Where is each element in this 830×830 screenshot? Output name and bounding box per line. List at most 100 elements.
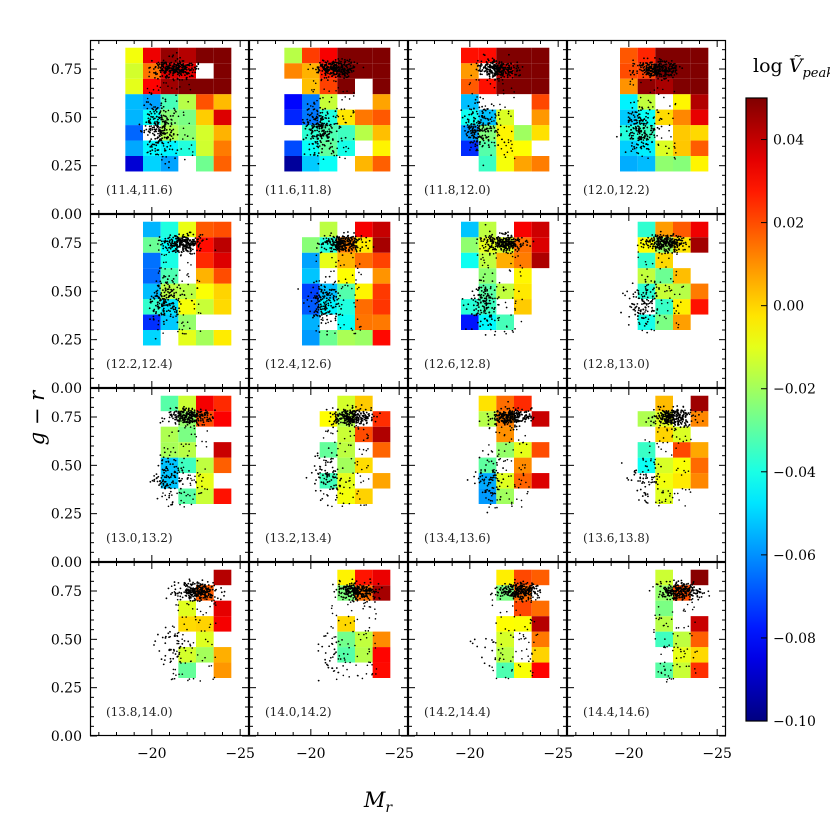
data-point bbox=[477, 289, 479, 292]
data-point bbox=[492, 252, 495, 255]
data-point bbox=[153, 128, 156, 131]
data-point bbox=[498, 118, 501, 120]
data-point bbox=[173, 112, 176, 115]
data-point bbox=[634, 306, 637, 309]
data-point bbox=[326, 112, 329, 115]
data-point bbox=[670, 73, 673, 76]
data-point bbox=[624, 294, 626, 297]
data-point bbox=[178, 233, 180, 236]
data-point bbox=[324, 125, 327, 127]
data-point bbox=[180, 237, 182, 240]
data-point bbox=[648, 72, 651, 75]
data-point bbox=[486, 63, 489, 66]
heatmap-cell bbox=[196, 283, 214, 300]
data-point bbox=[344, 243, 347, 245]
heatmap-cell bbox=[372, 63, 391, 79]
heatmap-cell bbox=[514, 221, 532, 238]
data-point bbox=[651, 298, 654, 301]
data-point bbox=[327, 117, 330, 120]
data-point bbox=[324, 107, 327, 110]
data-point bbox=[652, 310, 655, 312]
data-point bbox=[167, 246, 170, 249]
data-point bbox=[339, 126, 342, 128]
data-point bbox=[358, 271, 360, 274]
data-point bbox=[319, 117, 322, 120]
data-point bbox=[643, 301, 646, 304]
heatmap-cell bbox=[461, 47, 479, 64]
data-point bbox=[333, 288, 336, 291]
data-point bbox=[668, 124, 671, 127]
data-point bbox=[352, 110, 355, 112]
heatmap-cell bbox=[213, 488, 232, 504]
data-point bbox=[482, 108, 485, 111]
data-point bbox=[506, 66, 509, 69]
data-point bbox=[150, 115, 152, 118]
data-point bbox=[507, 236, 509, 239]
data-point bbox=[519, 245, 522, 248]
data-point bbox=[649, 245, 652, 248]
data-point bbox=[170, 122, 173, 124]
heatmap-cell bbox=[355, 252, 373, 269]
data-point bbox=[191, 71, 194, 74]
data-point bbox=[150, 125, 153, 127]
heatmap-cell bbox=[690, 140, 709, 156]
data-point bbox=[302, 302, 305, 304]
data-point bbox=[488, 253, 491, 256]
data-point bbox=[339, 313, 342, 316]
data-point bbox=[198, 235, 201, 238]
data-point bbox=[313, 311, 316, 314]
data-point bbox=[477, 69, 480, 72]
data-point bbox=[645, 70, 647, 73]
data-point bbox=[651, 69, 653, 72]
data-point bbox=[321, 151, 323, 154]
data-point bbox=[629, 101, 632, 104]
data-point bbox=[313, 135, 316, 138]
data-point bbox=[345, 145, 347, 148]
data-point bbox=[313, 147, 315, 150]
data-point bbox=[182, 250, 185, 253]
data-point bbox=[498, 134, 501, 137]
data-point bbox=[660, 58, 662, 61]
data-point bbox=[638, 106, 641, 108]
data-point bbox=[314, 310, 317, 312]
data-point bbox=[148, 141, 151, 143]
data-point bbox=[673, 74, 676, 76]
data-point bbox=[491, 307, 494, 309]
data-point bbox=[486, 294, 489, 297]
data-point bbox=[162, 65, 165, 68]
data-point bbox=[334, 332, 336, 334]
data-point bbox=[173, 282, 176, 285]
data-point bbox=[484, 223, 487, 226]
heatmap-cell bbox=[637, 252, 656, 269]
data-point bbox=[326, 79, 329, 82]
data-point bbox=[154, 337, 157, 340]
data-point bbox=[325, 69, 327, 72]
data-point bbox=[483, 70, 486, 73]
data-point bbox=[490, 116, 493, 119]
data-point bbox=[660, 79, 663, 82]
data-point bbox=[660, 125, 663, 128]
data-point bbox=[649, 61, 652, 64]
data-point bbox=[161, 289, 164, 292]
data-point bbox=[501, 66, 504, 69]
data-point bbox=[489, 287, 492, 290]
data-point bbox=[166, 249, 169, 252]
data-point bbox=[472, 304, 475, 307]
data-point bbox=[327, 70, 330, 72]
data-point bbox=[494, 64, 497, 66]
data-point bbox=[647, 246, 650, 249]
data-point bbox=[665, 249, 668, 252]
data-point bbox=[325, 64, 327, 67]
data-point bbox=[645, 304, 648, 306]
data-point bbox=[628, 297, 631, 300]
data-point bbox=[153, 126, 156, 129]
data-point bbox=[173, 311, 176, 313]
data-point bbox=[647, 318, 650, 321]
data-point bbox=[336, 147, 338, 150]
data-point bbox=[653, 127, 656, 130]
data-point bbox=[320, 137, 323, 140]
data-point bbox=[159, 116, 162, 119]
data-point bbox=[635, 129, 638, 132]
data-point bbox=[645, 119, 647, 122]
data-point bbox=[675, 242, 678, 244]
